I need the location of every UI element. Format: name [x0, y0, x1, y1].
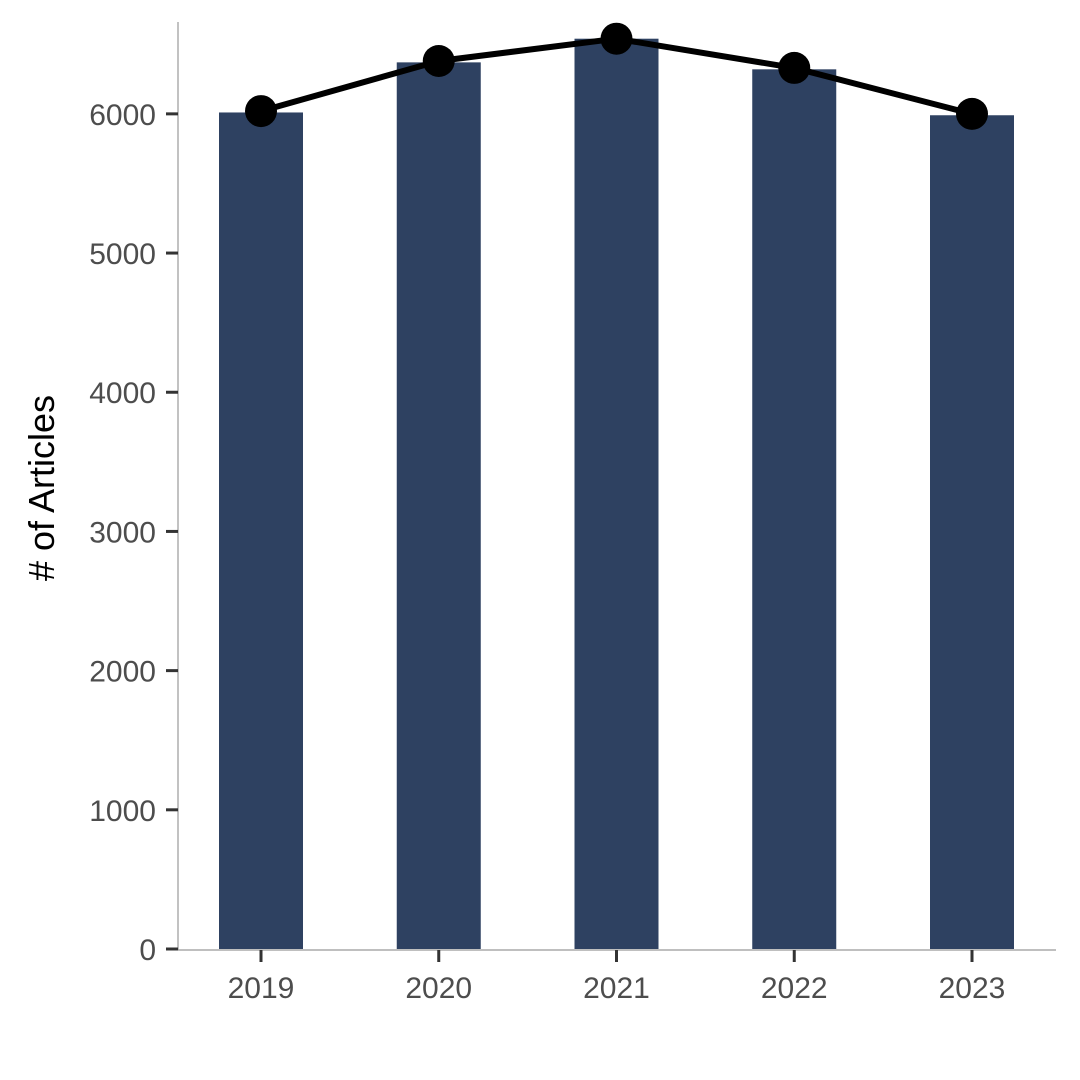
- point-2023: [956, 97, 988, 130]
- bar-2019: [219, 112, 303, 950]
- line-series-group: [245, 22, 988, 130]
- y-axis-title: # of Articles: [21, 395, 62, 581]
- bar-2020: [396, 62, 481, 949]
- x-tick-label-2022: 2022: [761, 972, 828, 1005]
- y-tick-label-2000: 2000: [89, 656, 156, 689]
- bar-2022: [752, 69, 837, 949]
- x-tick-label-2020: 2020: [405, 972, 472, 1005]
- x-tick-label-2019: 2019: [228, 972, 295, 1005]
- y-tick-label-0: 0: [139, 934, 156, 967]
- x-tick-label-2023: 2023: [939, 972, 1006, 1005]
- point-2021: [600, 22, 633, 55]
- point-2020: [422, 44, 455, 77]
- point-2022: [778, 51, 811, 84]
- bars-group: [219, 38, 1014, 950]
- y-tick-label-6000: 6000: [89, 99, 156, 132]
- y-tick-label-3000: 3000: [89, 516, 156, 549]
- ticks-group: 0 1000 2000 3000 4000 5000 6000 2019 2020 2021 202…: [89, 99, 1005, 1005]
- point-2019: [245, 95, 277, 128]
- x-tick-label-2021: 2021: [583, 972, 650, 1005]
- y-tick-label-4000: 4000: [89, 377, 156, 410]
- y-tick-label-5000: 5000: [89, 238, 156, 271]
- y-tick-label-1000: 1000: [89, 795, 156, 828]
- bar-2023: [930, 115, 1014, 949]
- bar-2021: [574, 38, 659, 950]
